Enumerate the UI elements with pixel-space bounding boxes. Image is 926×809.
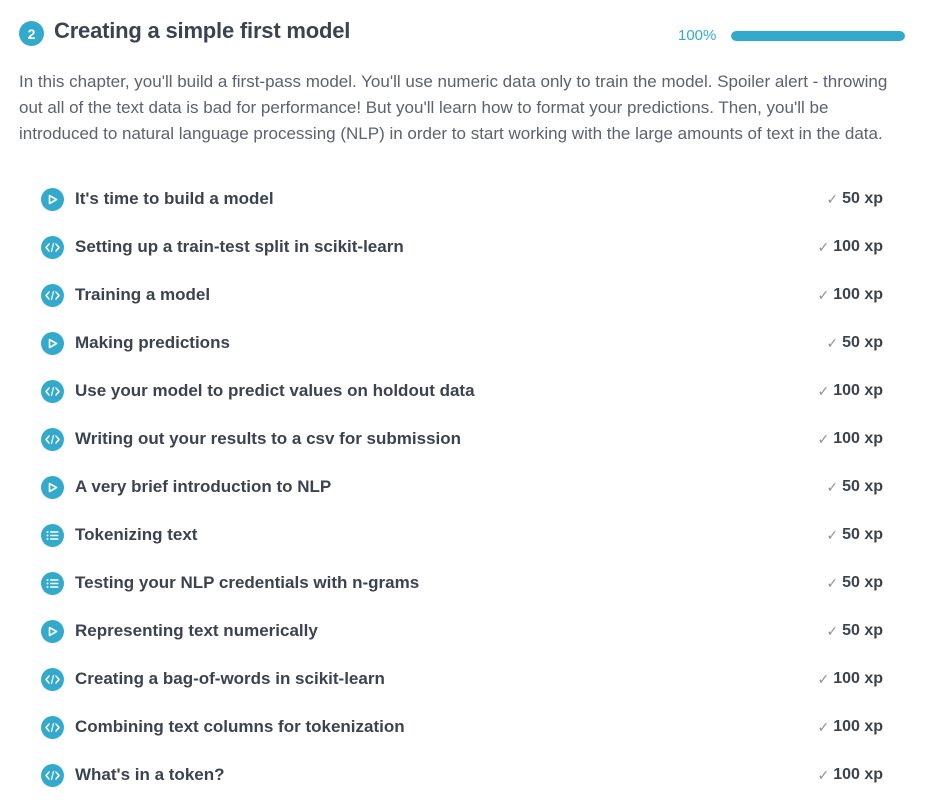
checkmark-icon: ✓: [817, 766, 830, 783]
lesson-title[interactable]: A very brief introduction to NLP: [75, 477, 332, 496]
lesson-item[interactable]: It's time to build a model ✓ 50 xp: [30, 176, 896, 224]
lesson-xp-value: 100 xp: [833, 670, 883, 687]
list-icon: [41, 572, 64, 595]
lesson-title[interactable]: Use your model to predict values on hold…: [75, 381, 475, 400]
lesson-item[interactable]: Creating a bag-of-words in scikit-learn ✓…: [30, 656, 896, 704]
checkmark-icon: ✓: [817, 286, 830, 303]
lesson-item[interactable]: Tokenizing text ✓ 50 xp: [30, 512, 896, 560]
checkmark-icon: ✓: [826, 334, 839, 351]
code-icon: [41, 428, 64, 451]
lesson-xp: ✓ 50 xp: [826, 574, 883, 592]
lesson-xp: ✓ 50 xp: [826, 526, 883, 544]
video-icon: [41, 332, 64, 355]
chapter-title[interactable]: Creating a simple first model: [54, 18, 351, 43]
lesson-xp: ✓ 100 xp: [817, 286, 883, 304]
lesson-item[interactable]: Representing text numerically ✓ 50 xp: [30, 608, 896, 656]
chapter-header: 2 Creating a simple first model 100%: [0, 0, 926, 64]
lesson-xp: ✓ 50 xp: [826, 190, 883, 208]
lesson-xp-value: 100 xp: [833, 766, 883, 783]
checkmark-icon: ✓: [826, 574, 839, 591]
lesson-list: It's time to build a model ✓ 50 xp Setting …: [30, 176, 896, 800]
checkmark-icon: ✓: [826, 190, 839, 207]
lesson-item[interactable]: Training a model ✓ 100 xp: [30, 272, 896, 320]
video-icon: [41, 476, 64, 499]
checkmark-icon: ✓: [817, 718, 830, 735]
lesson-title[interactable]: Setting up a train-test split in scikit-…: [75, 237, 404, 256]
checkmark-icon: ✓: [826, 622, 839, 639]
lesson-xp-value: 50 xp: [842, 622, 883, 639]
lesson-item[interactable]: Combining text columns for tokenization ✓…: [30, 704, 896, 752]
progress-bar-fill: [731, 31, 905, 41]
progress-bar: [731, 31, 905, 41]
lesson-title[interactable]: Writing out your results to a csv for su…: [75, 429, 462, 448]
lesson-title[interactable]: Testing your NLP credentials with n-gram…: [75, 573, 420, 592]
lesson-xp: ✓ 50 xp: [826, 622, 883, 640]
video-icon: [41, 620, 64, 643]
checkmark-icon: ✓: [826, 478, 839, 495]
lesson-xp-value: 50 xp: [842, 526, 883, 543]
lesson-item[interactable]: A very brief introduction to NLP ✓ 50 xp: [30, 464, 896, 512]
code-icon: [41, 284, 64, 307]
lesson-title[interactable]: Tokenizing text: [75, 525, 198, 544]
lesson-xp-value: 50 xp: [842, 478, 883, 495]
checkmark-icon: ✓: [826, 526, 839, 543]
lesson-xp-value: 100 xp: [833, 238, 883, 255]
chapter-number-badge: 2: [19, 21, 44, 46]
checkmark-icon: ✓: [817, 382, 830, 399]
lesson-xp: ✓ 100 xp: [817, 430, 883, 448]
lesson-item[interactable]: Use your model to predict values on hold…: [30, 368, 896, 416]
lesson-title[interactable]: Representing text numerically: [75, 621, 318, 640]
lesson-xp-value: 50 xp: [842, 574, 883, 591]
code-icon: [41, 668, 64, 691]
lesson-xp: ✓ 100 xp: [817, 766, 883, 784]
code-icon: [41, 380, 64, 403]
checkmark-icon: ✓: [817, 670, 830, 687]
lesson-item[interactable]: Writing out your results to a csv for su…: [30, 416, 896, 464]
lesson-title[interactable]: Creating a bag-of-words in scikit-learn: [75, 669, 385, 688]
code-icon: [41, 716, 64, 739]
lesson-xp-value: 100 xp: [833, 718, 883, 735]
code-icon: [41, 236, 64, 259]
lesson-xp: ✓ 100 xp: [817, 238, 883, 256]
code-icon: [41, 764, 64, 787]
chapter-description: In this chapter, you'll build a first-pa…: [19, 72, 888, 143]
lesson-title[interactable]: Combining text columns for tokenization: [75, 717, 405, 736]
lesson-item[interactable]: Making predictions ✓ 50 xp: [30, 320, 896, 368]
lesson-xp: ✓ 50 xp: [826, 334, 883, 352]
lesson-item[interactable]: Setting up a train-test split in scikit-…: [30, 224, 896, 272]
lesson-title[interactable]: Making predictions: [75, 333, 230, 352]
lesson-xp: ✓ 100 xp: [817, 718, 883, 736]
lesson-title[interactable]: It's time to build a model: [75, 189, 274, 208]
progress-percent-label: 100%: [678, 27, 717, 44]
lesson-item[interactable]: Testing your NLP credentials with n-gram…: [30, 560, 896, 608]
lesson-xp-value: 100 xp: [833, 430, 883, 447]
list-icon: [41, 524, 64, 547]
lesson-xp: ✓ 50 xp: [826, 478, 883, 496]
video-icon: [41, 188, 64, 211]
lesson-xp-value: 50 xp: [842, 190, 883, 207]
lesson-xp-value: 100 xp: [833, 382, 883, 399]
lesson-xp: ✓ 100 xp: [817, 382, 883, 400]
lesson-title[interactable]: Training a model: [75, 285, 211, 304]
checkmark-icon: ✓: [817, 430, 830, 447]
lesson-xp-value: 50 xp: [842, 334, 883, 351]
lesson-title[interactable]: What's in a token?: [75, 765, 225, 784]
lesson-item[interactable]: What's in a token? ✓ 100 xp: [30, 752, 896, 800]
checkmark-icon: ✓: [817, 238, 830, 255]
lesson-xp-value: 100 xp: [833, 286, 883, 303]
lesson-xp: ✓ 100 xp: [817, 670, 883, 688]
